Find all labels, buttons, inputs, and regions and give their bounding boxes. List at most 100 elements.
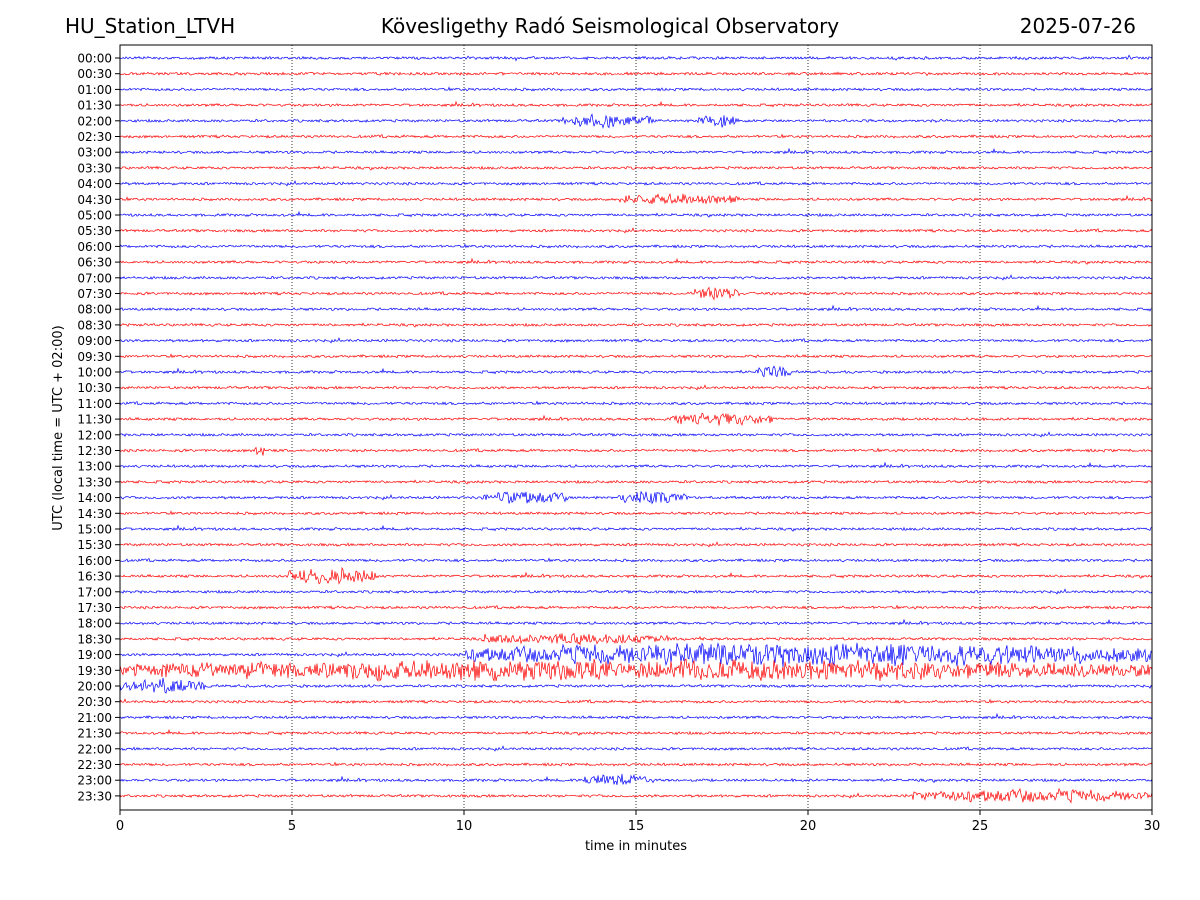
- trace-1300: [119, 461, 1153, 469]
- y-tick-label: 03:30: [77, 161, 112, 175]
- y-tick-label: 13:00: [77, 460, 112, 474]
- trace-0700: [119, 274, 1153, 281]
- x-axis-label: time in minutes: [585, 839, 687, 854]
- trace-0500: [119, 210, 1153, 218]
- x-tick-label: 5: [288, 819, 296, 834]
- seismogram-traces: [119, 54, 1153, 804]
- trace-0230: [119, 133, 1153, 139]
- y-tick-label: 17:30: [77, 601, 112, 615]
- trace-0330: [119, 165, 1153, 171]
- trace-2000: [119, 677, 1153, 694]
- x-tick-label: 30: [1144, 819, 1161, 834]
- trace-0030: [119, 71, 1153, 77]
- trace-0730: [119, 286, 1153, 301]
- y-tick-label: 06:30: [77, 256, 112, 270]
- y-tick-label: 20:30: [77, 695, 112, 709]
- y-tick-label: 02:30: [77, 130, 112, 144]
- trace-2030: [119, 698, 1153, 704]
- y-tick-label: 11:00: [77, 397, 112, 411]
- trace-2330: [119, 787, 1153, 804]
- trace-0200: [119, 113, 1153, 129]
- y-tick-label: 17:00: [77, 585, 112, 599]
- y-tick-label: 03:00: [77, 146, 112, 160]
- y-tick-label: 05:00: [77, 209, 112, 223]
- trace-0130: [119, 100, 1153, 108]
- trace-0100: [119, 86, 1153, 92]
- y-tick-label: 20:00: [77, 680, 112, 694]
- x-axis: 0 5 10 15 20 25 30: [116, 810, 1160, 834]
- x-tick-label: 10: [456, 819, 473, 834]
- y-tick-label: 14:30: [77, 507, 112, 521]
- x-grid: [291, 45, 981, 810]
- trace-0600: [119, 243, 1153, 249]
- y-tick-label: 23:30: [77, 789, 112, 803]
- trace-0900: [119, 337, 1153, 344]
- trace-0630: [119, 257, 1153, 265]
- trace-1430: [119, 510, 1153, 516]
- trace-1530: [119, 541, 1153, 548]
- station-name: HU_Station_LTVH: [65, 14, 236, 38]
- trace-2130: [119, 728, 1153, 736]
- y-tick-label: 02:00: [77, 114, 112, 128]
- trace-1630: [119, 566, 1153, 585]
- y-tick-label: 12:00: [77, 428, 112, 442]
- trace-1030: [119, 384, 1153, 391]
- y-tick-label: 13:30: [77, 475, 112, 489]
- x-tick-label: 0: [116, 819, 124, 834]
- y-tick-label: 22:30: [77, 758, 112, 772]
- trace-1230: [119, 446, 1153, 456]
- x-tick-label: 15: [628, 819, 645, 834]
- y-tick-label: 19:00: [77, 648, 112, 662]
- trace-0300: [119, 147, 1153, 155]
- trace-1600: [119, 557, 1153, 563]
- chart-title: Kövesligethy Radó Seismological Observat…: [380, 14, 840, 38]
- y-tick-label: 09:30: [77, 350, 112, 364]
- trace-1730: [119, 604, 1153, 610]
- y-tick-label: 04:00: [77, 177, 112, 191]
- y-tick-label: 01:00: [77, 83, 112, 97]
- y-tick-label: 15:00: [77, 523, 112, 537]
- x-tick-label: 20: [800, 819, 817, 834]
- y-tick-label: 10:00: [77, 366, 112, 380]
- trace-1130: [119, 412, 1153, 426]
- trace-1100: [119, 400, 1153, 406]
- y-tick-label: 07:30: [77, 287, 112, 301]
- trace-1700: [119, 588, 1153, 595]
- trace-1830: [119, 632, 1153, 646]
- y-tick-label: 07:00: [77, 271, 112, 285]
- trace-0830: [119, 322, 1153, 328]
- trace-1000: [119, 365, 1153, 378]
- y-tick-label: 16:00: [77, 554, 112, 568]
- trace-1500: [119, 524, 1153, 532]
- trace-1400: [119, 491, 1153, 505]
- trace-0930: [119, 353, 1153, 359]
- y-tick-label: 08:30: [77, 318, 112, 332]
- y-axis-label: UTC (local time = UTC + 02:00): [51, 325, 66, 530]
- y-tick-label: 06:00: [77, 240, 112, 254]
- y-tick-label: 22:00: [77, 742, 112, 756]
- y-tick-label: 19:30: [77, 664, 112, 678]
- y-tick-label: 01:30: [77, 99, 112, 113]
- chart-date: 2025-07-26: [1019, 14, 1136, 38]
- y-tick-label: 00:00: [77, 52, 112, 66]
- x-tick-label: 25: [972, 819, 989, 834]
- y-tick-label: 18:30: [77, 632, 112, 646]
- trace-1800: [119, 618, 1153, 626]
- trace-1330: [119, 479, 1153, 485]
- y-tick-label: 05:30: [77, 224, 112, 238]
- trace-0800: [119, 304, 1153, 312]
- trace-1200: [119, 431, 1153, 438]
- trace-2200: [119, 745, 1153, 752]
- y-tick-label: 18:00: [77, 617, 112, 631]
- y-tick-label: 08:00: [77, 303, 112, 317]
- y-tick-label: 11:30: [77, 413, 112, 427]
- trace-0000: [119, 54, 1153, 62]
- y-tick-label: 16:30: [77, 570, 112, 584]
- y-tick-label: 09:00: [77, 334, 112, 348]
- trace-0400: [119, 180, 1153, 187]
- y-tick-label: 12:30: [77, 444, 112, 458]
- y-tick-label: 21:30: [77, 727, 112, 741]
- y-tick-label: 15:30: [77, 538, 112, 552]
